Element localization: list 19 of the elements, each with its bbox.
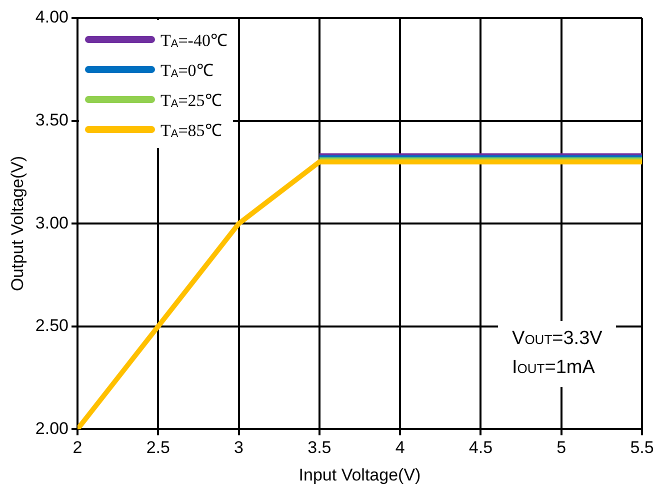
x-tick-label: 2: [72, 438, 82, 458]
y-tick-label: 3.00: [35, 213, 68, 232]
x-tick-label: 2.5: [146, 438, 170, 458]
x-tick-label: 3: [234, 438, 244, 458]
y-tick-label: 4.00: [35, 8, 68, 27]
y-axis-title: Output Voltage(V): [8, 156, 27, 292]
x-axis-title: Input Voltage(V): [298, 465, 421, 484]
y-tick-label: 2.50: [35, 316, 68, 336]
x-tick-label: 4.5: [468, 438, 493, 458]
legend-label: T$_{A}$=25℃: [160, 90, 222, 110]
x-tick-label: 3.5: [308, 438, 332, 458]
x-tick-label: 5.5: [630, 438, 654, 458]
y-tick-label: 2.00: [35, 418, 68, 438]
x-tick-label: 5: [556, 438, 566, 458]
legend-label: T$_{A}$=-40℃: [160, 30, 228, 50]
x-tick-label: 4: [395, 438, 405, 458]
legend-label: T$_{A}$=85℃: [160, 120, 222, 140]
y-tick-label: 3.50: [35, 110, 68, 130]
legend-label: T$_{A}$=0℃: [160, 60, 214, 80]
